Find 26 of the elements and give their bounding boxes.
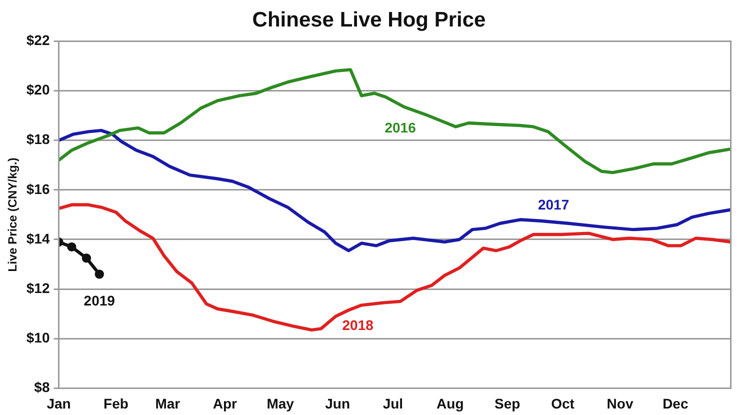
x-tick-label: Aug (436, 395, 464, 412)
y-tick-label: $8 (34, 379, 50, 396)
x-tick-label: Feb (104, 395, 128, 412)
x-tick-label: Jun (325, 395, 350, 412)
y-tick-label: $10 (26, 329, 50, 346)
x-tick-label: Oct (551, 395, 575, 412)
x-tick-label: Dec (662, 395, 688, 412)
y-axis-title: Live Price (CNY/kg.) (6, 158, 20, 272)
x-tick-label: Apr (212, 395, 238, 412)
y-tick-label: $20 (26, 82, 50, 98)
y-tick-label: $22 (26, 32, 50, 48)
series-label: 2018 (342, 317, 374, 334)
y-tick-label: $18 (26, 131, 50, 148)
x-tick-label: Jan (46, 395, 71, 412)
y-tick-label: $12 (26, 280, 50, 296)
x-tick-label: Nov (606, 395, 634, 412)
x-tick-label: Mar (155, 395, 181, 412)
x-tick-label: Jul (382, 395, 404, 412)
chart-title: Chinese Live Hog Price (252, 8, 486, 32)
y-tick-label: $14 (26, 230, 50, 246)
y-tick-label: $16 (26, 180, 50, 197)
x-tick-label: May (266, 395, 294, 412)
series-label: 2017 (538, 196, 570, 212)
series-label: 2016 (384, 120, 416, 136)
series-label: 2019 (84, 292, 116, 308)
x-tick-label: Sep (494, 395, 520, 412)
